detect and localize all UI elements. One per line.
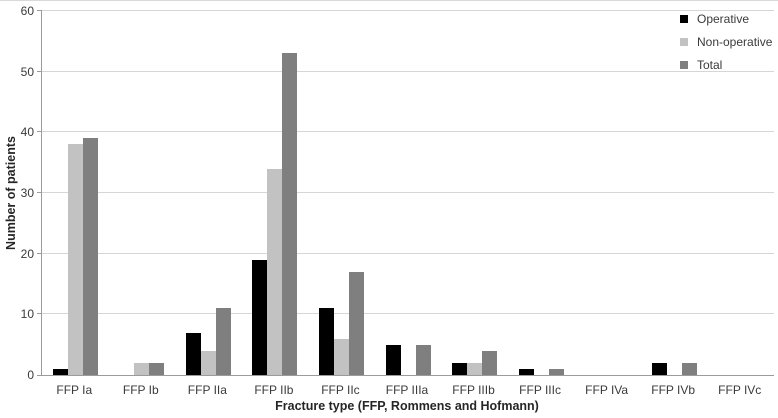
operative-swatch-icon — [680, 15, 688, 23]
bar-non-operative-ffp-iia — [200, 350, 216, 375]
bar-total-ffp-iib — [282, 53, 298, 375]
bar-total-ffp-iiic — [548, 368, 564, 375]
non-operative-swatch-icon — [680, 38, 688, 46]
y-axis-tick — [37, 131, 42, 133]
bar-operative-ffp-ivb — [651, 362, 667, 375]
y-axis-tick — [37, 375, 42, 376]
bar-non-operative-ffp-iiib — [467, 362, 483, 375]
x-category-label-ffp-iiic: FFP IIIc — [519, 383, 561, 397]
bar-operative-ffp-iiia — [385, 344, 401, 375]
gridline-20 — [42, 252, 774, 254]
legend-label: Total — [697, 58, 723, 72]
y-axis-tick — [37, 252, 42, 254]
y-tick-label-30: 30 — [20, 186, 34, 200]
bar-non-operative-ffp-ib — [134, 362, 150, 375]
x-axis-title: Fracture type (FFP, Rommens and Hofmann) — [275, 399, 539, 413]
total-swatch-icon — [680, 61, 688, 69]
bar-total-ffp-iiia — [415, 344, 431, 375]
legend-label: Operative — [697, 12, 750, 26]
gridline-30 — [42, 192, 774, 193]
y-tick-label-10: 10 — [20, 307, 34, 322]
legend-item-operative: Operative — [680, 13, 772, 25]
gridline-40 — [42, 131, 774, 133]
bar-non-operative-ffp-iic — [333, 338, 349, 375]
x-category-label-ffp-ib: FFP Ib — [122, 383, 159, 397]
bar-operative-ffp-ia — [52, 368, 68, 375]
y-axis-tick — [37, 10, 42, 11]
y-tick-label-60: 60 — [20, 4, 34, 18]
y-tick-label-50: 50 — [20, 64, 34, 79]
bar-total-ffp-ib — [149, 362, 165, 375]
bar-non-operative-ffp-ia — [67, 144, 83, 375]
y-tick-label-0: 0 — [27, 368, 34, 382]
bar-total-ffp-iic — [348, 271, 364, 375]
bar-total-ffp-ia — [82, 138, 98, 375]
legend-item-non-operative: Non-operative — [680, 36, 772, 48]
legend-item-total: Total — [680, 59, 772, 71]
x-category-label-ffp-ivc: FFP IVc — [718, 383, 762, 397]
plot-area — [41, 10, 774, 376]
legend-label: Non-operative — [697, 35, 773, 49]
x-category-label-ffp-iia: FFP IIa — [187, 383, 227, 397]
bar-total-ffp-iia — [215, 308, 231, 375]
bar-total-ffp-ivb — [681, 362, 697, 375]
bar-non-operative-ffp-iib — [267, 168, 283, 375]
bar-total-ffp-iiib — [482, 350, 498, 375]
bar-operative-ffp-iic — [318, 308, 334, 375]
bar-operative-ffp-iia — [185, 332, 201, 375]
x-category-label-ffp-iva: FFP IVa — [585, 383, 629, 397]
bar-operative-ffp-iiib — [452, 362, 468, 375]
gridline-50 — [42, 70, 774, 72]
x-category-label-ffp-iic: FFP IIc — [321, 383, 360, 397]
x-category-label-ffp-iiib: FFP IIIb — [452, 383, 495, 397]
x-category-label-ffp-iib: FFP IIb — [254, 383, 294, 397]
y-tick-label-20: 20 — [20, 246, 34, 261]
y-axis-tick — [37, 70, 42, 72]
legend: Operative Non-operative Total — [680, 13, 772, 82]
gridline-10 — [42, 313, 774, 315]
x-category-label-ffp-ivb: FFP IVb — [651, 383, 696, 397]
bar-operative-ffp-iib — [252, 259, 268, 375]
y-axis-tick — [37, 313, 42, 315]
bar-operative-ffp-iiic — [518, 368, 534, 375]
y-tick-label-40: 40 — [20, 125, 34, 140]
x-category-label-ffp-iiia: FFP IIIa — [385, 383, 429, 397]
x-category-label-ffp-ia: FFP Ia — [56, 383, 93, 397]
gridline-60 — [42, 10, 774, 11]
y-axis-tick — [37, 192, 42, 193]
